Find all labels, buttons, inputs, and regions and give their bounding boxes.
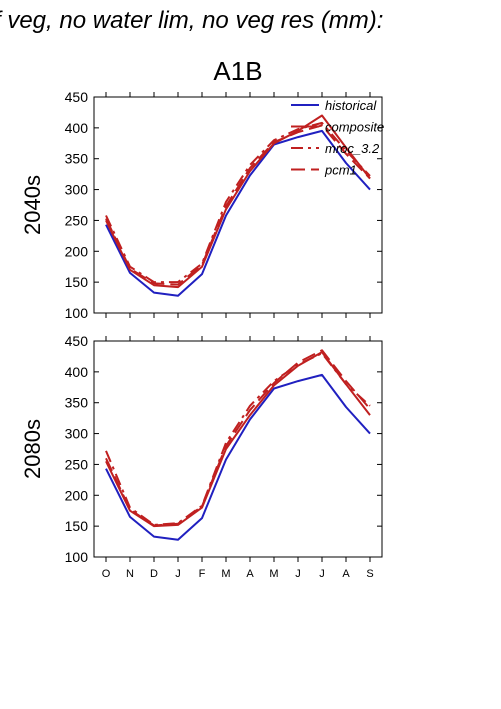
y-tick-label: 100 — [65, 549, 89, 565]
y-tick-label: 400 — [65, 364, 89, 380]
x-tick-label: N — [126, 568, 134, 580]
x-tick-label: M — [269, 568, 278, 580]
legend-label-historical: historical — [325, 98, 377, 113]
y-tick-label: 100 — [65, 305, 89, 321]
legend-label-composite: composite — [325, 120, 384, 135]
x-tick-label: A — [342, 568, 350, 580]
x-tick-label: F — [199, 568, 206, 580]
chart-panel-2040s: 100 150 200 250 300 350 400 450 2040s historical c… — [20, 89, 384, 321]
row-label: 2040s — [20, 175, 45, 235]
legend-label-mroc_3.2: mroc_3.2 — [325, 141, 380, 156]
y-tick-label: 250 — [65, 456, 89, 472]
y-tick-label: 150 — [65, 518, 89, 534]
series-line-historical — [105, 129, 371, 297]
y-tick-label: 450 — [65, 333, 89, 349]
panels: 100 150 200 250 300 350 400 450 2040s historical c… — [20, 89, 384, 580]
y-tick-label: 300 — [65, 426, 89, 442]
series-line-composite — [105, 114, 371, 289]
y-tick-label: 300 — [65, 182, 89, 198]
y-tick-label: 450 — [65, 89, 89, 105]
scenario-title: A1B — [213, 56, 262, 86]
chart-panel-2080s: 100 150 200 250 300 350 400 450 O N D J F M A M J J A S 2080… — [20, 333, 383, 580]
y-tick-label: 150 — [65, 274, 89, 290]
plot-frame — [93, 96, 383, 314]
row-label: 2080s — [20, 419, 45, 479]
y-tick-label: 400 — [65, 120, 89, 136]
y-tick-label: 350 — [65, 395, 89, 411]
x-tick-label: O — [102, 568, 111, 580]
series-line-mroc_3.2 — [105, 121, 371, 284]
figure-title: f veg, no water lim, no veg res (mm): — [0, 7, 383, 34]
legend: historical composite mroc_3.2 pcm1 — [291, 98, 384, 178]
series-line-historical — [105, 373, 371, 541]
legend-label-pcm1: pcm1 — [324, 163, 357, 178]
x-tick-label: M — [221, 568, 230, 580]
y-tick-label: 350 — [65, 151, 89, 167]
series-line-pcm1 — [105, 124, 371, 286]
x-tick-label: J — [319, 568, 325, 580]
series-line-pcm1 — [105, 349, 371, 527]
x-tick-label: J — [175, 568, 181, 580]
y-tick-label: 200 — [65, 487, 89, 503]
plot-frame — [93, 340, 383, 558]
x-tick-label: D — [150, 568, 158, 580]
y-tick-label: 250 — [65, 212, 89, 228]
y-tick-label: 200 — [65, 243, 89, 259]
x-tick-label: J — [295, 568, 301, 580]
x-tick-label: S — [366, 568, 373, 580]
x-tick-label: A — [246, 568, 254, 580]
